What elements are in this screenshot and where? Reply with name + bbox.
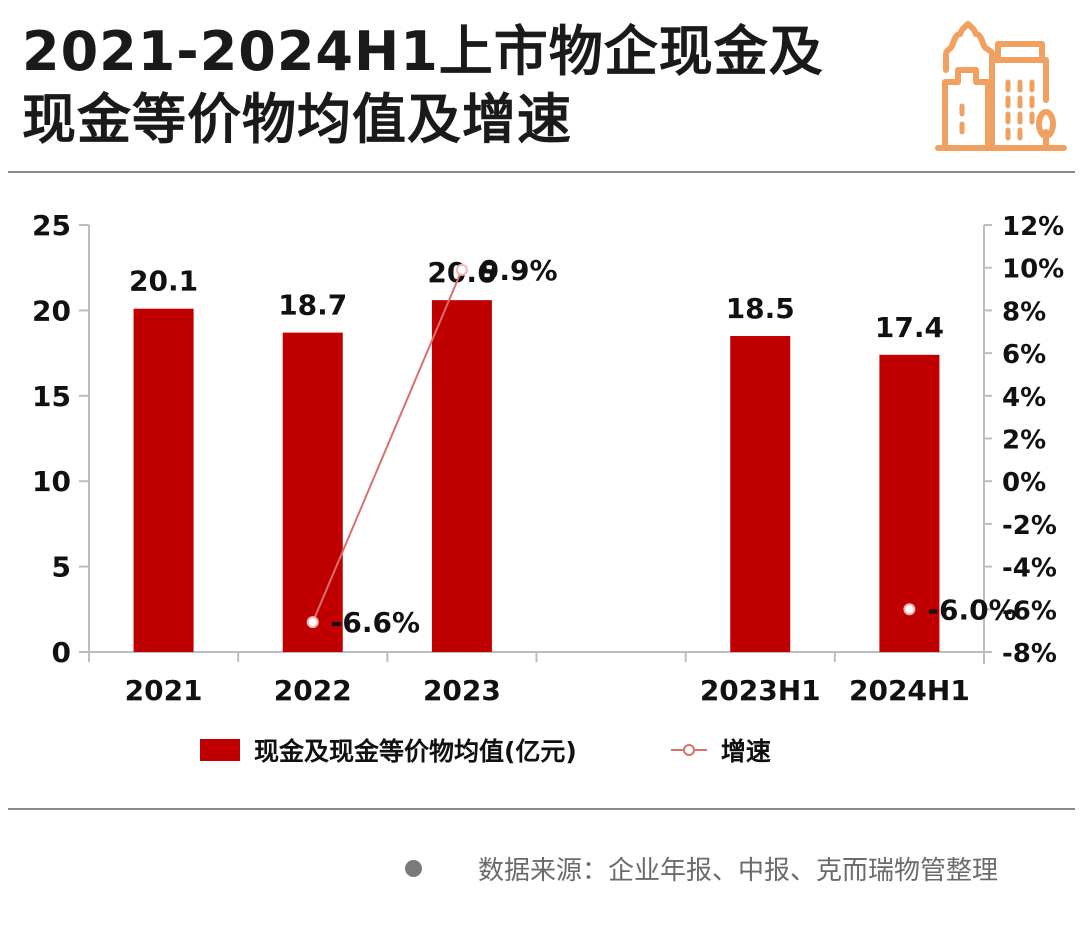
legend-bar-swatch <box>200 739 240 761</box>
x-tick-label: 2021 <box>125 674 203 707</box>
growth-point <box>455 263 468 276</box>
growth-point <box>306 616 319 629</box>
source-text: 数据来源：企业年报、中报、克而瑞物管整理 <box>478 856 999 886</box>
y-right-tick-label: 8% <box>1002 297 1046 327</box>
chart-title: 2021-2024H1上市物企现金及 现金等价物均值及增速 <box>22 18 922 154</box>
bar <box>282 332 343 652</box>
legend-line-item: 增速 <box>669 732 771 768</box>
title-line-2: 现金等价物均值及增速 <box>22 88 572 151</box>
y-right-tick-label: 10% <box>1002 255 1064 285</box>
y-left-tick-label: 25 <box>32 209 71 242</box>
y-left-tick-label: 20 <box>32 294 71 327</box>
y-right-tick-label: -2% <box>1002 511 1057 541</box>
x-tick-label: 2022 <box>274 674 352 707</box>
growth-value-label: -6.0% <box>927 593 1016 626</box>
x-tick-label: 2024H1 <box>849 674 970 707</box>
legend-line-label: 增速 <box>720 737 771 766</box>
y-right-tick-label: -8% <box>1002 639 1057 669</box>
y-right-tick-label: 4% <box>1002 383 1046 413</box>
header-divider <box>8 171 1075 173</box>
bullet-icon <box>405 860 422 877</box>
legend-line-marker-icon <box>670 744 707 756</box>
y-left-tick-label: 15 <box>32 380 71 413</box>
y-right-tick-label: 12% <box>1002 212 1064 242</box>
bar-value-label: 18.5 <box>726 292 795 325</box>
city-buildings-icon <box>935 21 1067 151</box>
bar <box>431 300 492 652</box>
y-left-tick-label: 0 <box>52 636 71 669</box>
legend-bar-label: 现金及现金等价物均值(亿元) <box>254 737 577 766</box>
footer-divider <box>8 808 1075 810</box>
title-line-1: 2021-2024H1上市物企现金及 <box>22 20 824 83</box>
growth-value-label: 9.9% <box>480 254 558 287</box>
growth-point <box>903 603 916 616</box>
bar-value-label: 18.7 <box>278 289 347 322</box>
y-right-tick-label: 0% <box>1002 468 1046 498</box>
y-left-tick-label: 10 <box>32 465 71 498</box>
y-right-tick-label: 6% <box>1002 340 1046 370</box>
y-right-tick-label: -6% <box>1002 596 1057 626</box>
y-right-tick-label: -4% <box>1002 554 1057 584</box>
source-note: 数据来源：企业年报、中报、克而瑞物管整理 <box>405 850 998 887</box>
y-right-tick-label: 2% <box>1002 426 1046 456</box>
x-tick-label: 2023H1 <box>700 674 821 707</box>
bar <box>879 354 940 652</box>
y-left-tick-label: 5 <box>52 551 71 584</box>
x-tick-label: 2023 <box>423 674 501 707</box>
growth-line-segment <box>311 269 463 623</box>
growth-value-label: -6.6% <box>331 606 420 639</box>
bar <box>133 308 194 652</box>
bar-value-label: 17.4 <box>875 311 944 344</box>
bar-value-label: 20.1 <box>129 265 198 298</box>
bar <box>730 336 791 652</box>
chart-legend: 现金及现金等价物均值(亿元) 增速 <box>200 730 771 770</box>
chart-area: 0 5 10 15 20 25 -8% -6% -4% -2% 0% 2% 4% 6% 8% 10% 12% 20… <box>32 209 1064 707</box>
